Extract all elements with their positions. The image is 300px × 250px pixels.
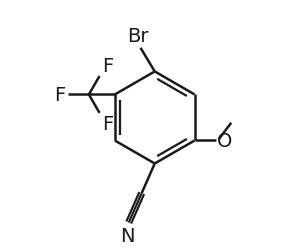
Text: O: O [217,132,233,150]
Text: F: F [102,114,113,134]
Text: F: F [102,57,113,76]
Text: F: F [54,86,65,104]
Text: N: N [120,226,135,245]
Text: Br: Br [128,27,149,46]
